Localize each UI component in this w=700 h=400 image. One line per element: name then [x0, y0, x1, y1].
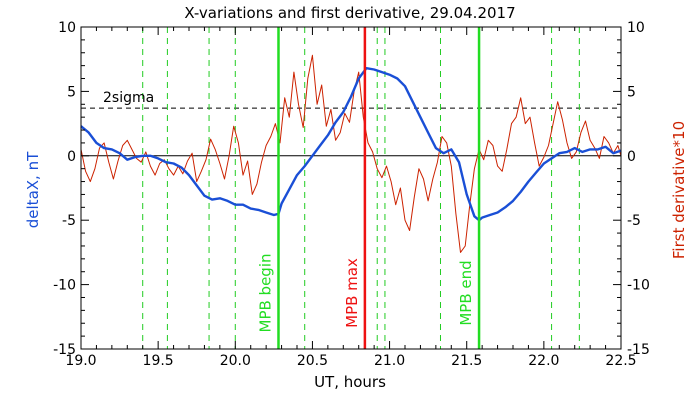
- chart-title: X-variations and first derivative, 29.04…: [184, 4, 515, 22]
- series-layer: [80, 54, 622, 253]
- x-tick-label: 21.5: [451, 353, 482, 369]
- y-tick-label-left: 0: [67, 149, 76, 165]
- y-tick-label-right: 0: [627, 149, 636, 165]
- x-tick-label: 22.0: [528, 353, 559, 369]
- derivative-line: [80, 54, 622, 253]
- x-axis-label: UT, hours: [314, 373, 386, 391]
- x-tick-label: 22.5: [605, 353, 636, 369]
- y-axis-label-left: deltaX, nT: [24, 151, 42, 228]
- y-tick-label-left: 10: [58, 20, 76, 36]
- y-tick-label-left: -15: [53, 342, 76, 358]
- plot-area: MPB begin MPB max MPB end 19.0 19.5 20.0 20.5…: [53, 20, 650, 369]
- markers-layer: MPB begin MPB max MPB end: [256, 27, 481, 349]
- y-tick-label-right: -10: [627, 278, 650, 294]
- y-tick-label-right: -5: [627, 213, 641, 229]
- marker-label-0: MPB begin: [256, 254, 274, 333]
- deltax-line: [80, 66, 622, 222]
- x-tick-label: 19.5: [143, 353, 174, 369]
- y-tick-label-left: -5: [62, 213, 76, 229]
- x-tick-label: 20.0: [220, 353, 251, 369]
- y-tick-label-left: 5: [67, 84, 76, 100]
- y-tick-label-left: -10: [53, 278, 76, 294]
- y-tick-label-right: 10: [627, 20, 645, 36]
- dashed-vlines-layer: [142, 27, 580, 349]
- marker-label-1: MPB max: [343, 258, 361, 328]
- x-tick-label: 20.5: [297, 353, 328, 369]
- plot-frame: [80, 26, 622, 350]
- threshold-label: 2sigma: [103, 90, 154, 106]
- ticks-layer: 19.0 19.5 20.0 20.5 21.0 21.5 22.0 22.5-15 -15-1…: [53, 20, 650, 369]
- y-axis-label-right: First derivative*10: [670, 121, 688, 259]
- y-tick-label-right: 5: [627, 84, 636, 100]
- plot-frame-layer: [80, 26, 622, 350]
- marker-label-2: MPB end: [457, 260, 475, 325]
- y-tick-label-right: -15: [627, 342, 650, 358]
- x-tick-label: 21.0: [374, 353, 405, 369]
- x-tick-label: 19.0: [65, 353, 96, 369]
